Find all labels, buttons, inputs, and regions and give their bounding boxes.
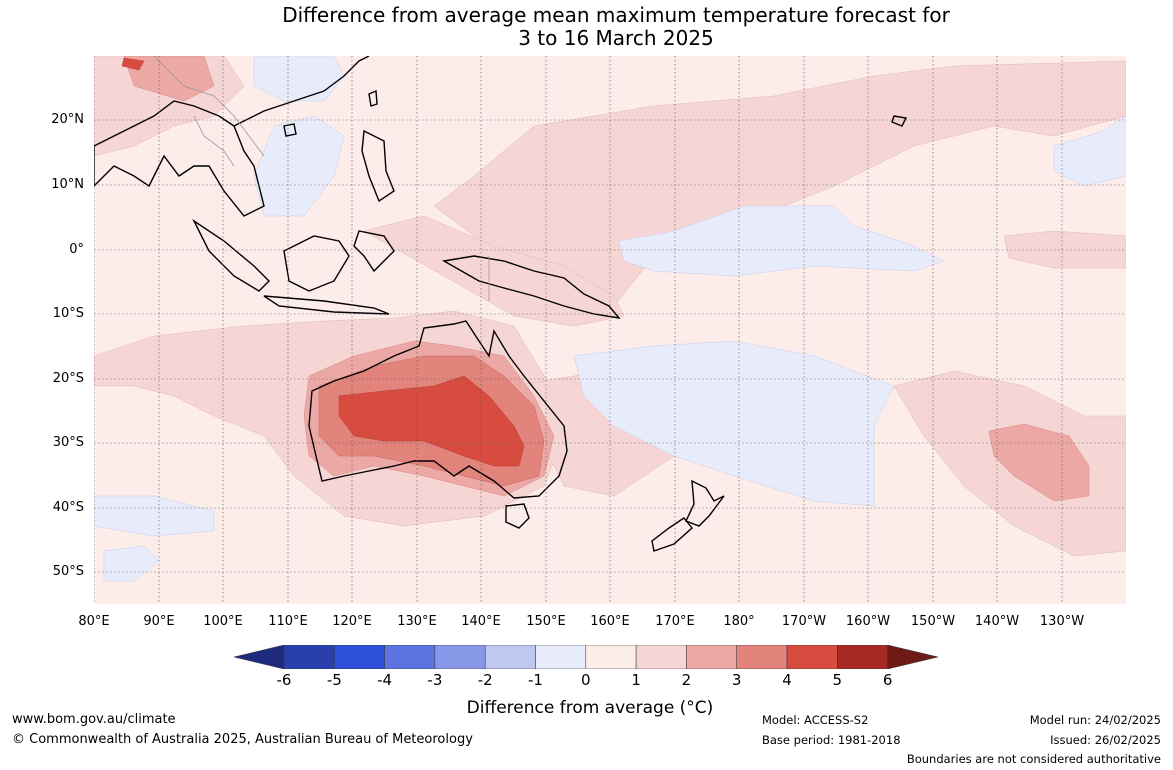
colorbar-label: Difference from average (°C) (466, 698, 714, 718)
latitude-label: 10°S (52, 306, 84, 321)
colorbar-tick-label: -3 (427, 671, 443, 689)
longitude-label: 170°W (781, 614, 827, 629)
colorbar-tick-label: -5 (326, 671, 342, 689)
anomaly-neg1-0 (94, 56, 1126, 582)
model-text: Model: ACCESS-S2 (762, 713, 869, 727)
colorbar-extend-high (887, 645, 938, 669)
latitude-label: 30°S (52, 435, 84, 450)
title-line-2: 3 to 16 March 2025 (518, 26, 714, 50)
sulawesi-coastline (353, 230, 395, 273)
new-zealand-north-coastline (685, 479, 725, 527)
colorbar-tick-label: -4 (377, 671, 393, 689)
colorbar-cell (585, 645, 637, 669)
colorbar-extend-low (234, 645, 285, 669)
borneo-coastline (283, 235, 350, 292)
philippines-coastline (361, 129, 395, 203)
colorbar-tick-label: 0 (581, 671, 591, 689)
longitude-label: 160°E (590, 614, 630, 629)
website-link[interactable]: www.bom.gov.au/climate (12, 712, 176, 727)
colorbar-tick-label: 2 (681, 671, 692, 689)
colorbar-cell (837, 645, 888, 669)
latitude-label: 0° (69, 242, 84, 257)
latitude-label: 10°N (51, 177, 84, 192)
latitude-label: 20°N (51, 112, 84, 127)
colorbar-cell (384, 645, 436, 669)
australia-coastline (308, 320, 568, 499)
model-run-text: Model run: 24/02/2025 (1029, 713, 1161, 727)
colorbar-tick-label: 4 (782, 671, 792, 689)
colorbar-tick-label: -6 (276, 671, 292, 689)
coastlines (94, 56, 908, 552)
hainan-coastline (283, 123, 297, 137)
new-zealand-south-coastline (651, 517, 693, 552)
taiwan-coastline (368, 89, 378, 107)
hawaii-coastline (891, 115, 908, 127)
longitude-label: 170°E (655, 614, 695, 629)
base-period-text: Base period: 1981-2018 (762, 733, 901, 747)
longitude-label: 140°W (974, 614, 1020, 629)
longitude-label: 150°W (910, 614, 956, 629)
longitude-label: 180° (723, 614, 755, 629)
latitude-label: 50°S (52, 564, 84, 579)
colorbar-cell (434, 645, 486, 669)
java-coastline (263, 295, 390, 315)
issued-text: Issued: 26/02/2025 (1050, 733, 1161, 747)
colorbar-cell (686, 645, 737, 669)
colorbar-tick-label: 3 (731, 671, 742, 689)
new-guinea-coastline (441, 255, 621, 319)
copyright-text: © Commonwealth of Australia 2025, Austra… (12, 732, 473, 747)
colorbar-cell (484, 645, 536, 669)
longitude-label: 110°E (268, 614, 308, 629)
colorbar-tick-label: -1 (528, 671, 543, 689)
colorbar-cell (736, 645, 788, 669)
chart-title: Difference from average mean maximum tem… (0, 4, 1173, 50)
latitude-label: 40°S (52, 500, 84, 515)
colorbar-cell (535, 645, 587, 669)
longitude-label: 90°E (143, 614, 175, 629)
sumatra-coastline (192, 218, 270, 292)
colorbar-cell (334, 645, 385, 669)
longitude-label: 160°W (845, 614, 891, 629)
country-borders (153, 56, 490, 301)
latitude-label: 20°S (52, 371, 84, 386)
colorbar-tick-label: 5 (832, 671, 843, 689)
longitude-label: 120°E (332, 614, 372, 629)
title-line-1: Difference from average mean maximum tem… (282, 3, 950, 27)
disclaimer-text: Boundaries are not considered authoritat… (906, 752, 1161, 766)
asia-mainland-coastline (94, 100, 265, 217)
longitude-label: 80°E (78, 614, 110, 629)
colorbar (234, 645, 938, 669)
longitude-label: 130°E (397, 614, 437, 629)
colorbar-tick-label: 1 (631, 671, 641, 689)
longitude-label: 140°E (461, 614, 501, 629)
longitude-label: 130°W (1039, 614, 1085, 629)
longitude-label: 100°E (203, 614, 243, 629)
tasmania-coastline (505, 503, 530, 529)
colorbar-cell (786, 645, 838, 669)
longitude-label: 150°E (526, 614, 566, 629)
colorbar-cell (635, 645, 687, 669)
anomaly-4-5 (121, 57, 525, 467)
gridlines (94, 56, 1126, 604)
china-coastline (233, 56, 370, 127)
colorbar-tick-label: 6 (882, 671, 893, 689)
colorbar-tick-label: -2 (477, 671, 493, 689)
colorbar-cell (283, 645, 335, 669)
temperature-anomaly-map (94, 56, 1126, 604)
